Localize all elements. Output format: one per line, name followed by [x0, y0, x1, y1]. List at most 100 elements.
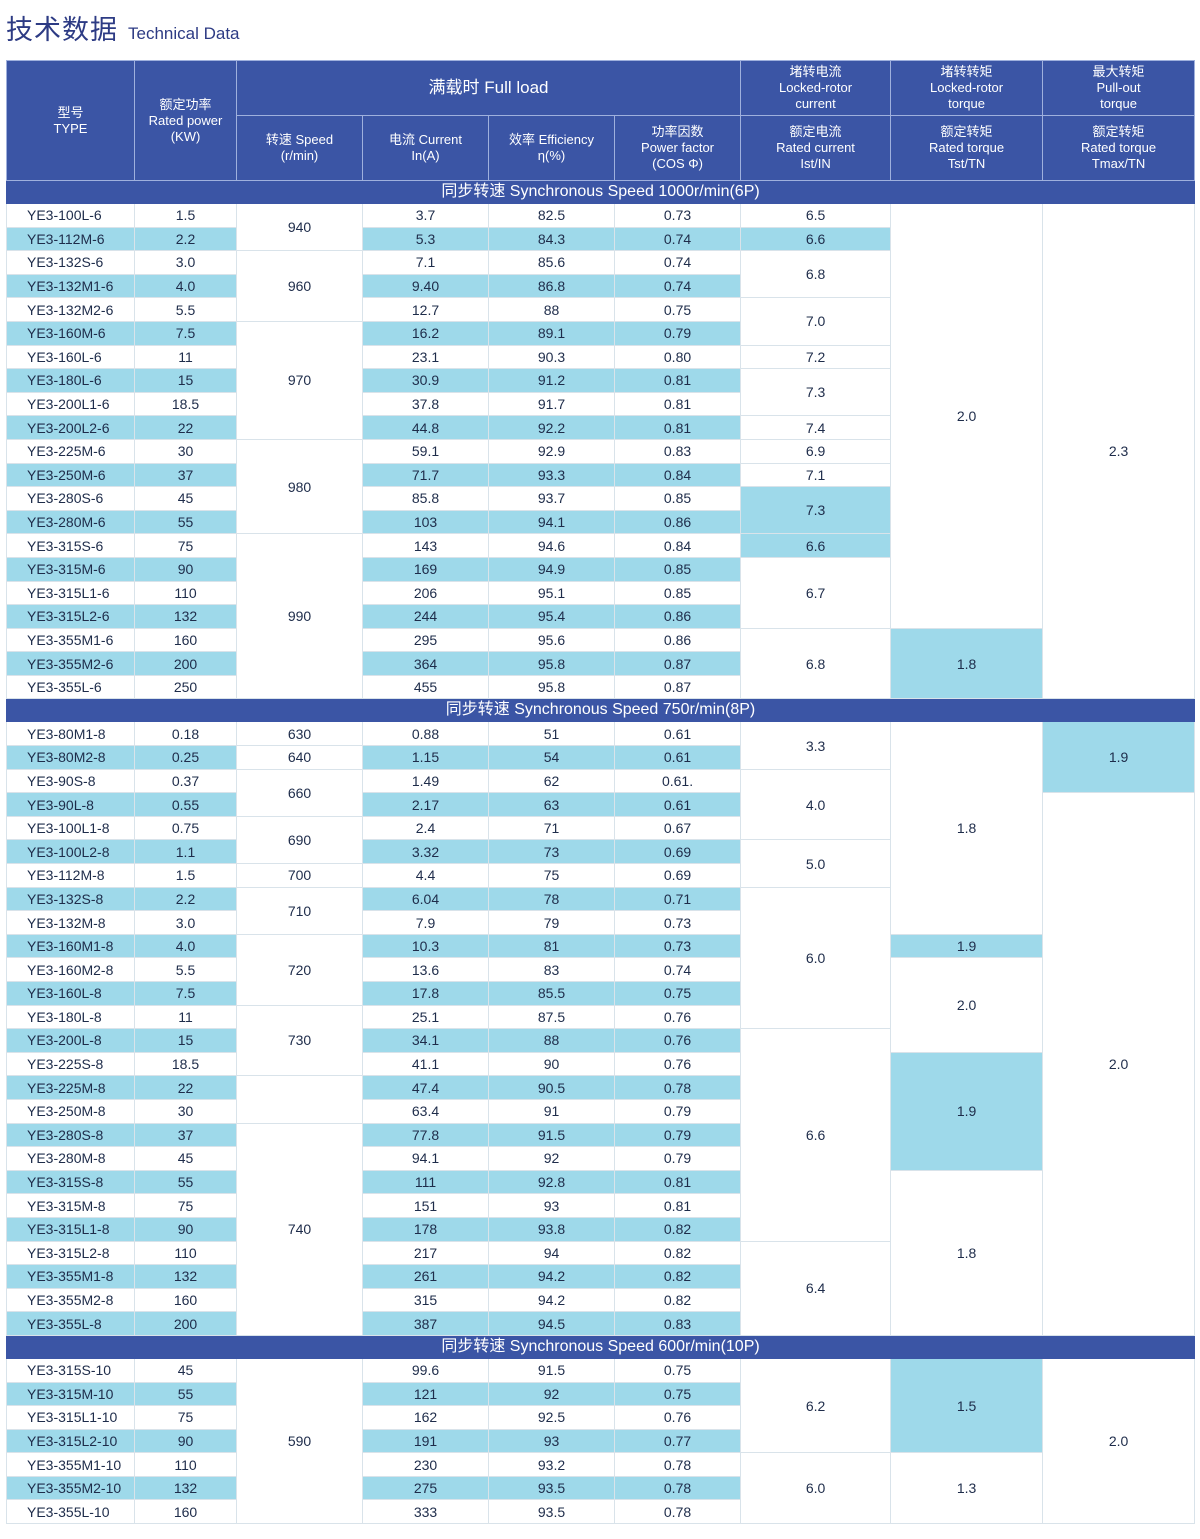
- cell-rated-power: 55: [134, 1381, 237, 1407]
- cell-power-factor: 0.86: [613, 509, 742, 535]
- cell-current: 5.3: [362, 226, 489, 252]
- table-row: YE3-355L-6 250 455 95.8 0.87: [6, 674, 1195, 700]
- table-row: YE3-160M-6 7.5 970 16.2 89.1 0.79: [6, 320, 1195, 440]
- cell-power-factor: 0.87: [613, 651, 742, 676]
- header-type: 型号 TYPE: [6, 60, 135, 181]
- section-title: 同步转速 Synchronous Speed 750r/min(8P): [5, 698, 1196, 723]
- cell-efficiency: 93.5: [488, 1475, 615, 1501]
- table-row: YE3-80M2-8 0.25 640 1.15 54 0.61: [6, 745, 1195, 770]
- table-row: YE3-160L-6 11 23.1 90.3 0.80 7.2: [6, 344, 1195, 370]
- cell-current: 333: [362, 1499, 489, 1525]
- cell-current: 103: [362, 509, 489, 535]
- cell-type: YE3-355L-6: [6, 674, 135, 700]
- cell-type: YE3-315L2-6: [6, 604, 135, 629]
- cell-efficiency: 92.9: [488, 438, 615, 464]
- cell-power-factor: 0.69: [613, 839, 742, 865]
- cell-speed: 730: [236, 1004, 363, 1077]
- cell-speed: 960: [236, 250, 363, 322]
- cell-type: YE3-315S-8: [6, 1169, 135, 1195]
- cell-tst-tn: 1.9: [890, 933, 1044, 959]
- cell-power-factor: 0.86: [613, 604, 742, 629]
- cell-rated-power: 110: [134, 1452, 237, 1477]
- cell-power-factor: 0.78: [613, 1499, 742, 1525]
- header-pull-out-torque: 最大转矩 Pull-out torque: [1042, 60, 1196, 116]
- cell-efficiency: 88: [488, 1028, 615, 1053]
- cell-efficiency: 89.1: [488, 320, 615, 346]
- cell-tmax-tn: 2.0: [1042, 1357, 1196, 1525]
- table-row: YE3-315L2-8 110 217 94 0.82 6.4: [6, 1240, 1195, 1336]
- cell-type: YE3-132M2-6: [6, 297, 135, 322]
- table-row: YE3-315M-6 90 169 94.9 0.85 6.7: [6, 556, 1195, 629]
- cell-power-factor: 0.74: [613, 226, 742, 252]
- header-full-load: 满载时 Full load: [235, 60, 742, 116]
- cell-speed: 990: [236, 533, 363, 700]
- cell-ist-in: 6.6: [740, 1028, 892, 1242]
- cell-rated-power: 3.0: [134, 250, 237, 275]
- table-row: YE3-200L1-6 18.5 37.8 91.7 0.81: [6, 391, 1195, 417]
- cell-current: 111: [362, 1169, 489, 1195]
- cell-power-factor: 0.78: [613, 1075, 742, 1100]
- cell-tmax-tn: 2.3: [1042, 202, 1196, 700]
- page-title-en: Technical Data: [128, 24, 240, 43]
- table-row: YE3-132M-8 3.0 7.9 79 0.73: [6, 910, 1195, 935]
- table-row: YE3-355L-10 160 333 93.5 0.78: [6, 1499, 1195, 1525]
- cell-type: YE3-280S-6: [6, 486, 135, 511]
- cell-type: YE3-225S-8: [6, 1051, 135, 1077]
- table-row: YE3-315L2-6 132 244 95.4 0.86: [6, 604, 1195, 629]
- cell-tmax-tn: 2.0: [1042, 792, 1196, 1336]
- cell-type: YE3-160L-8: [6, 981, 135, 1006]
- cell-power-factor: 0.75: [613, 981, 742, 1006]
- cell-efficiency: 63: [488, 792, 615, 817]
- cell-power-factor: 0.81: [613, 1169, 742, 1195]
- table-row: YE3-90L-8 0.55 2.17 63 0.61 2.0: [6, 792, 1196, 1336]
- cell-current: 217: [362, 1240, 489, 1266]
- cell-efficiency: 94.6: [488, 533, 615, 558]
- cell-type: YE3-100L2-8: [6, 839, 135, 865]
- table-row: YE3-80M1-8 0.18 630 0.88 51 0.61 3.3 1.8 1.9: [6, 721, 1196, 935]
- cell-rated-power: 11: [134, 1004, 237, 1030]
- cell-current: 275: [362, 1475, 489, 1501]
- cell-power-factor: 0.74: [613, 957, 742, 982]
- cell-type: YE3-225M-6: [6, 438, 135, 464]
- cell-type: YE3-160M1-8: [6, 933, 135, 959]
- header-current: 电流 Current In(A): [362, 115, 489, 181]
- cell-current: 295: [362, 627, 489, 653]
- cell-current: 16.2: [362, 320, 489, 346]
- cell-efficiency: 83: [488, 957, 615, 982]
- cell-type: YE3-225M-8: [6, 1075, 135, 1100]
- cell-power-factor: 0.75: [613, 1357, 742, 1383]
- cell-current: 143: [362, 533, 489, 558]
- cell-current: 41.1: [362, 1051, 489, 1077]
- cell-type: YE3-355M1-8: [6, 1264, 135, 1289]
- cell-type: YE3-100L1-8: [6, 815, 135, 841]
- cell-speed: 940: [236, 202, 363, 252]
- cell-type: YE3-132S-6: [6, 250, 135, 275]
- cell-rated-power: 15: [134, 1028, 237, 1053]
- cell-type: YE3-355L-8: [6, 1311, 135, 1336]
- cell-type: YE3-90L-8: [6, 792, 135, 817]
- cell-type: YE3-280S-8: [6, 1122, 135, 1148]
- cell-current: 387: [362, 1311, 489, 1336]
- table-row: YE3-160M1-8 4.0 720 10.3 81 0.73 1.9: [6, 933, 1195, 1006]
- cell-ist-in: 6.9: [740, 438, 892, 464]
- cell-type: YE3-180L-8: [6, 1004, 135, 1030]
- cell-rated-power: 30: [134, 438, 237, 464]
- cell-ist-in: 7.1: [740, 462, 892, 488]
- cell-speed: 720: [236, 933, 363, 1006]
- table-row: YE3-112M-6 2.2 5.3 84.3 0.74 6.6: [6, 226, 1195, 252]
- cell-power-factor: 0.79: [613, 1098, 742, 1124]
- cell-efficiency: 73: [488, 839, 615, 865]
- cell-rated-power: 200: [134, 651, 237, 676]
- cell-power-factor: 0.78: [613, 1475, 742, 1501]
- cell-power-factor: 0.82: [613, 1216, 742, 1242]
- cell-efficiency: 93.2: [488, 1452, 615, 1477]
- table-row: YE3-280M-6 55 103 94.1 0.86: [6, 509, 1195, 535]
- cell-efficiency: 95.8: [488, 674, 615, 700]
- cell-ist-in: 3.3: [740, 721, 892, 770]
- cell-current: 12.7: [362, 297, 489, 322]
- cell-efficiency: 94.9: [488, 556, 615, 582]
- cell-efficiency: 79: [488, 910, 615, 935]
- cell-efficiency: 71: [488, 815, 615, 841]
- cell-speed: 740: [236, 1122, 363, 1336]
- table-row: YE3-355M1-8 132 261 94.2 0.82: [6, 1264, 1195, 1289]
